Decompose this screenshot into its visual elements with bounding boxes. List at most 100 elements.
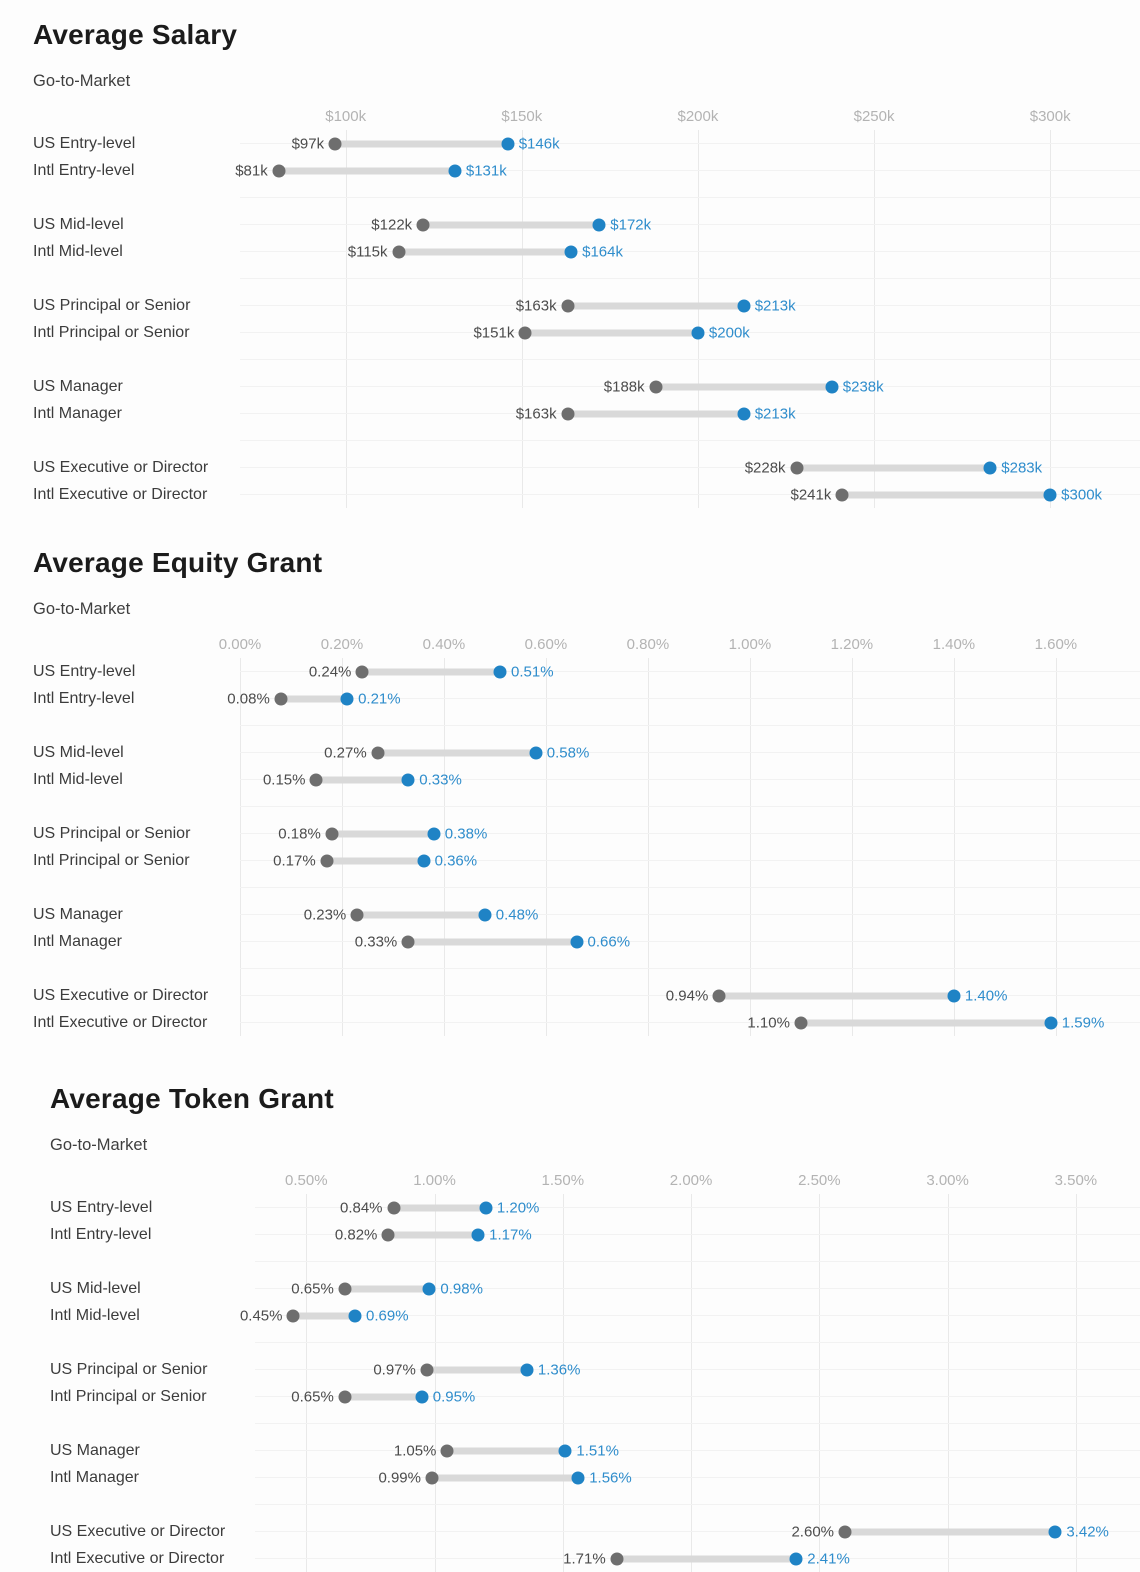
chart-body: 0.00% 0.20% 0.40% 0.60% 0.80% 1.00% 1.20% 1.40%…: [0, 636, 1140, 1036]
row-label: US Entry-level: [50, 1198, 153, 1216]
axis-tick-label: 1.50%: [541, 1172, 585, 1189]
low-dot: [320, 854, 334, 867]
high-value-label: 1.59%: [1061, 1014, 1105, 1031]
spacer-row: [0, 1248, 1140, 1275]
range-bar: [344, 1393, 422, 1400]
high-value-label: $213k: [754, 297, 796, 314]
low-value-label: $163k: [515, 405, 557, 422]
row-guide-line: [240, 752, 1140, 753]
row-track: 0.45% 0.69%: [240, 1302, 1140, 1329]
chart-row: Intl Manager $163k $213k: [0, 400, 1140, 427]
low-dot: [338, 1390, 352, 1403]
spacer-track: [240, 346, 1140, 373]
high-value-label: 0.48%: [495, 906, 539, 923]
high-value-label: 1.20%: [496, 1199, 540, 1216]
row-guide-line: [255, 1369, 1140, 1370]
high-value-label: 0.33%: [419, 771, 462, 788]
row-label: Intl Mid-level: [50, 1306, 140, 1324]
chart-body: 0.50% 1.00% 1.50% 2.00% 2.50% 3.00% 3.50% US En…: [0, 1172, 1140, 1572]
row-label: US Mid-level: [33, 215, 124, 233]
low-value-label: 0.08%: [227, 690, 270, 707]
low-value-label: $115k: [347, 243, 388, 260]
row-guide-line: [240, 143, 1140, 144]
spacer-row: [0, 265, 1140, 292]
low-dot: [309, 773, 323, 786]
chart-subtitle: Go-to-Market: [33, 600, 131, 618]
low-dot: [325, 827, 339, 840]
low-dot: [794, 1016, 808, 1029]
spacer-row: [0, 427, 1140, 454]
high-dot: [471, 1228, 485, 1241]
range-bar: [423, 221, 600, 228]
high-value-label: $238k: [842, 378, 884, 395]
spacer-track: [240, 184, 1140, 211]
range-bar: [616, 1555, 797, 1562]
range-bar: [844, 1528, 1056, 1535]
low-value-label: 1.10%: [747, 1014, 790, 1031]
spacer-track: [255, 1410, 1140, 1437]
low-value-label: 0.17%: [273, 852, 316, 869]
chart-row: Intl Executive or Director $241k $300k: [0, 481, 1140, 508]
high-dot: [501, 137, 515, 150]
chart-subtitle: Go-to-Market: [50, 1136, 148, 1154]
low-value-label: 1.05%: [393, 1442, 437, 1459]
row-track: 0.15% 0.33%: [240, 766, 1140, 793]
chart-row: Intl Mid-level 0.15% 0.33%: [0, 766, 1140, 793]
range-bar: [408, 938, 577, 945]
high-dot: [422, 1282, 436, 1295]
row-label: US Executive or Director: [33, 458, 209, 476]
low-value-label: 0.15%: [262, 771, 306, 788]
row-guide-line: [240, 494, 1140, 495]
axis-tick-label: $200k: [677, 108, 719, 125]
row-label: Intl Principal or Senior: [33, 851, 190, 869]
row-track: 1.05% 1.51%: [255, 1437, 1140, 1464]
spacer-row: [0, 874, 1140, 901]
high-dot: [691, 326, 705, 339]
average-token-grant-chart: Average Token Grant Go-to-Market 0.50% 1.…: [0, 1084, 1140, 1572]
row-label: US Principal or Senior: [33, 824, 191, 842]
axis-tick-label: 1.00%: [728, 636, 772, 653]
row-guide-line: [240, 440, 1140, 441]
low-dot: [610, 1552, 624, 1565]
axis-tick-label: 0.60%: [524, 636, 568, 653]
high-value-label: $200k: [708, 324, 750, 341]
range-bar: [447, 1447, 566, 1454]
low-value-label: $241k: [790, 486, 832, 503]
range-bar: [567, 302, 744, 309]
high-value-label: $131k: [465, 162, 507, 179]
row-track: 0.84% 1.20%: [255, 1194, 1140, 1221]
range-bar: [278, 167, 455, 174]
chart-body: $100k $150k $200k $250k $300k US Entry-level $…: [0, 108, 1140, 508]
low-value-label: 1.71%: [563, 1550, 606, 1567]
chart-row: Intl Executive or Director 1.10% 1.59%: [0, 1009, 1140, 1036]
row-label: Intl Mid-level: [33, 242, 123, 260]
low-dot: [274, 692, 288, 705]
high-dot: [825, 380, 839, 393]
chart-row: US Manager 1.05% 1.51%: [0, 1437, 1140, 1464]
range-bar: [800, 1019, 1051, 1026]
low-value-label: $163k: [515, 297, 557, 314]
row-guide-line: [240, 698, 1140, 699]
range-bar: [426, 1366, 527, 1373]
spacer-track: [240, 427, 1140, 454]
row-label: US Principal or Senior: [33, 296, 191, 314]
spacer-track: [240, 712, 1140, 739]
low-dot: [381, 1228, 395, 1241]
spacer-row: [0, 184, 1140, 211]
row-track: 0.18% 0.38%: [240, 820, 1140, 847]
low-dot: [392, 245, 405, 258]
low-dot: [401, 935, 415, 948]
low-dot: [790, 461, 804, 474]
row-track: 0.94% 1.40%: [240, 982, 1140, 1009]
chart-title: Average Salary: [33, 19, 238, 50]
high-value-label: 0.21%: [358, 690, 401, 707]
high-dot: [737, 299, 751, 312]
high-value-label: $300k: [1061, 486, 1103, 503]
row-track: $241k $300k: [240, 481, 1140, 508]
row-label: Intl Principal or Senior: [50, 1387, 207, 1405]
chart-row: Intl Mid-level $115k $164k: [0, 238, 1140, 265]
low-value-label: 0.33%: [354, 933, 398, 950]
row-guide-line: [240, 197, 1140, 198]
row-guide-line: [240, 968, 1140, 969]
low-value-label: 0.84%: [339, 1199, 383, 1216]
